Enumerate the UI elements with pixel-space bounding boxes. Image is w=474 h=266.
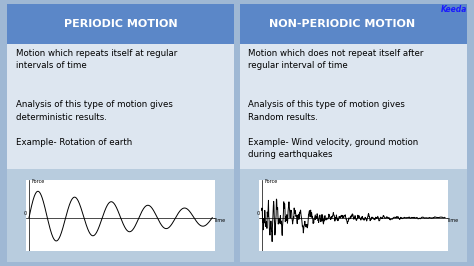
FancyBboxPatch shape [240, 44, 467, 95]
Text: PERIODIC MOTION: PERIODIC MOTION [64, 19, 177, 29]
Text: Analysis of this type of motion gives
deterministic results.

Example- Rotation : Analysis of this type of motion gives de… [16, 100, 173, 147]
Text: Analysis of this type of motion gives
Random results.

Example- Wind velocity, g: Analysis of this type of motion gives Ra… [248, 100, 419, 159]
FancyBboxPatch shape [7, 44, 234, 95]
Text: 0: 0 [257, 211, 260, 217]
Text: Time: Time [213, 218, 226, 223]
FancyBboxPatch shape [7, 4, 234, 44]
Text: Time: Time [446, 218, 458, 223]
FancyBboxPatch shape [240, 95, 467, 169]
FancyBboxPatch shape [240, 169, 467, 262]
Text: Force: Force [32, 178, 45, 184]
Text: Motion which does not repeat itself after
regular interval of time: Motion which does not repeat itself afte… [248, 49, 424, 70]
FancyBboxPatch shape [7, 169, 234, 262]
Text: Motion which repeats itself at regular
intervals of time: Motion which repeats itself at regular i… [16, 49, 177, 70]
Text: NON-PERIODIC MOTION: NON-PERIODIC MOTION [269, 19, 415, 29]
Text: 0: 0 [24, 211, 27, 217]
Text: Force: Force [264, 178, 278, 184]
Text: Keeda: Keeda [440, 5, 467, 14]
FancyBboxPatch shape [240, 4, 467, 44]
FancyBboxPatch shape [7, 95, 234, 169]
